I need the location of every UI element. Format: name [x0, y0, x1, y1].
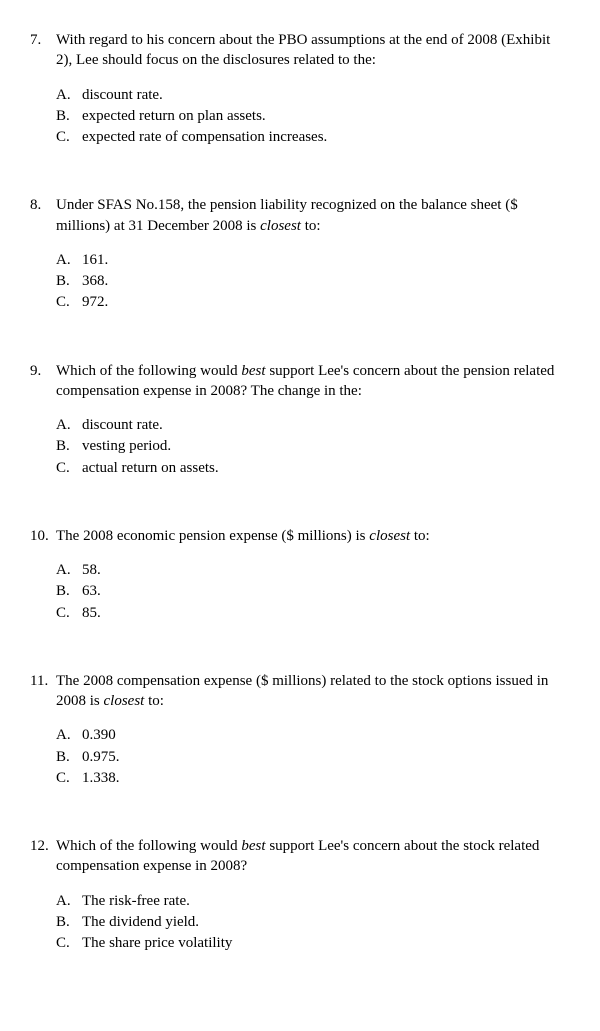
- option-row: B.0.975.: [56, 747, 560, 767]
- question-text-post: to:: [410, 528, 430, 544]
- option-text: The share price volatility: [82, 933, 560, 953]
- option-letter: C.: [56, 292, 82, 312]
- option-row: A.58.: [56, 560, 560, 580]
- question-text-post: to:: [301, 218, 321, 234]
- question: 9.Which of the following would best supp…: [30, 361, 560, 478]
- question-text: The 2008 compensation expense ($ million…: [56, 671, 560, 712]
- question-text-pre: The 2008 economic pension expense ($ mil…: [56, 528, 369, 544]
- question-number: 12.: [30, 836, 56, 856]
- option-row: B.The dividend yield.: [56, 912, 560, 932]
- option-text: 368.: [82, 271, 560, 291]
- option-letter: B.: [56, 747, 82, 767]
- question-number: 8.: [30, 195, 56, 215]
- option-text: The dividend yield.: [82, 912, 560, 932]
- option-text: 63.: [82, 581, 560, 601]
- question-text-italic: best: [241, 363, 265, 379]
- options-list: A.discount rate.B.expected return on pla…: [30, 85, 560, 148]
- question-text-italic: closest: [260, 218, 301, 234]
- question: 8.Under SFAS No.158, the pension liabili…: [30, 195, 560, 312]
- options-list: A.0.390B.0.975.C.1.338.: [30, 725, 560, 788]
- option-letter: B.: [56, 271, 82, 291]
- question-text: Which of the following would best suppor…: [56, 836, 560, 877]
- option-letter: A.: [56, 415, 82, 435]
- option-row: C.The share price volatility: [56, 933, 560, 953]
- option-text: discount rate.: [82, 85, 560, 105]
- question: 11.The 2008 compensation expense ($ mill…: [30, 671, 560, 788]
- question-number: 7.: [30, 30, 56, 50]
- option-row: A.161.: [56, 250, 560, 270]
- question-text: Which of the following would best suppor…: [56, 361, 560, 402]
- option-row: C.85.: [56, 603, 560, 623]
- option-row: C.expected rate of compensation increase…: [56, 127, 560, 147]
- option-row: A.0.390: [56, 725, 560, 745]
- option-letter: C.: [56, 603, 82, 623]
- option-text: discount rate.: [82, 415, 560, 435]
- question-text: With regard to his concern about the PBO…: [56, 30, 560, 71]
- option-text: actual return on assets.: [82, 458, 560, 478]
- option-row: B.expected return on plan assets.: [56, 106, 560, 126]
- options-list: A.discount rate.B.vesting period.C.actua…: [30, 415, 560, 478]
- option-row: C.972.: [56, 292, 560, 312]
- option-text: 58.: [82, 560, 560, 580]
- question: 7.With regard to his concern about the P…: [30, 30, 560, 147]
- option-text: 0.390: [82, 725, 560, 745]
- option-letter: C.: [56, 458, 82, 478]
- question-text-pre: With regard to his concern about the PBO…: [56, 32, 550, 68]
- option-row: B.vesting period.: [56, 436, 560, 456]
- question-number: 11.: [30, 671, 56, 691]
- question: 12.Which of the following would best sup…: [30, 836, 560, 953]
- question-row: 10.The 2008 economic pension expense ($ …: [30, 526, 560, 546]
- question-number: 10.: [30, 526, 56, 546]
- option-row: A.discount rate.: [56, 415, 560, 435]
- option-letter: B.: [56, 436, 82, 456]
- option-letter: C.: [56, 127, 82, 147]
- option-letter: A.: [56, 85, 82, 105]
- option-text: 161.: [82, 250, 560, 270]
- options-list: A.161.B.368.C.972.: [30, 250, 560, 313]
- option-row: A.The risk-free rate.: [56, 891, 560, 911]
- question-number: 9.: [30, 361, 56, 381]
- question-text-italic: closest: [104, 693, 145, 709]
- question-text-post: to:: [144, 693, 164, 709]
- option-row: C.1.338.: [56, 768, 560, 788]
- option-text: 85.: [82, 603, 560, 623]
- option-letter: A.: [56, 891, 82, 911]
- option-row: A.discount rate.: [56, 85, 560, 105]
- option-letter: A.: [56, 250, 82, 270]
- option-letter: C.: [56, 768, 82, 788]
- option-letter: B.: [56, 106, 82, 126]
- option-letter: C.: [56, 933, 82, 953]
- option-row: B.63.: [56, 581, 560, 601]
- question-text-italic: closest: [369, 528, 410, 544]
- question-text-italic: best: [241, 838, 265, 854]
- option-text: 972.: [82, 292, 560, 312]
- option-letter: B.: [56, 581, 82, 601]
- option-row: C.actual return on assets.: [56, 458, 560, 478]
- option-text: The risk-free rate.: [82, 891, 560, 911]
- questions-container: 7.With regard to his concern about the P…: [30, 30, 560, 953]
- option-text: vesting period.: [82, 436, 560, 456]
- options-list: A.58.B.63.C.85.: [30, 560, 560, 623]
- question-text-pre: Which of the following would: [56, 363, 241, 379]
- option-text: 0.975.: [82, 747, 560, 767]
- option-letter: B.: [56, 912, 82, 932]
- option-text: expected return on plan assets.: [82, 106, 560, 126]
- question-text-pre: Which of the following would: [56, 838, 241, 854]
- question-row: 12.Which of the following would best sup…: [30, 836, 560, 877]
- question-row: 9.Which of the following would best supp…: [30, 361, 560, 402]
- option-letter: A.: [56, 560, 82, 580]
- question-row: 11.The 2008 compensation expense ($ mill…: [30, 671, 560, 712]
- question-row: 7.With regard to his concern about the P…: [30, 30, 560, 71]
- option-letter: A.: [56, 725, 82, 745]
- option-text: 1.338.: [82, 768, 560, 788]
- question-text: Under SFAS No.158, the pension liability…: [56, 195, 560, 236]
- options-list: A.The risk-free rate.B.The dividend yiel…: [30, 891, 560, 954]
- question-text: The 2008 economic pension expense ($ mil…: [56, 526, 560, 546]
- option-row: B.368.: [56, 271, 560, 291]
- question: 10.The 2008 economic pension expense ($ …: [30, 526, 560, 623]
- option-text: expected rate of compensation increases.: [82, 127, 560, 147]
- question-row: 8.Under SFAS No.158, the pension liabili…: [30, 195, 560, 236]
